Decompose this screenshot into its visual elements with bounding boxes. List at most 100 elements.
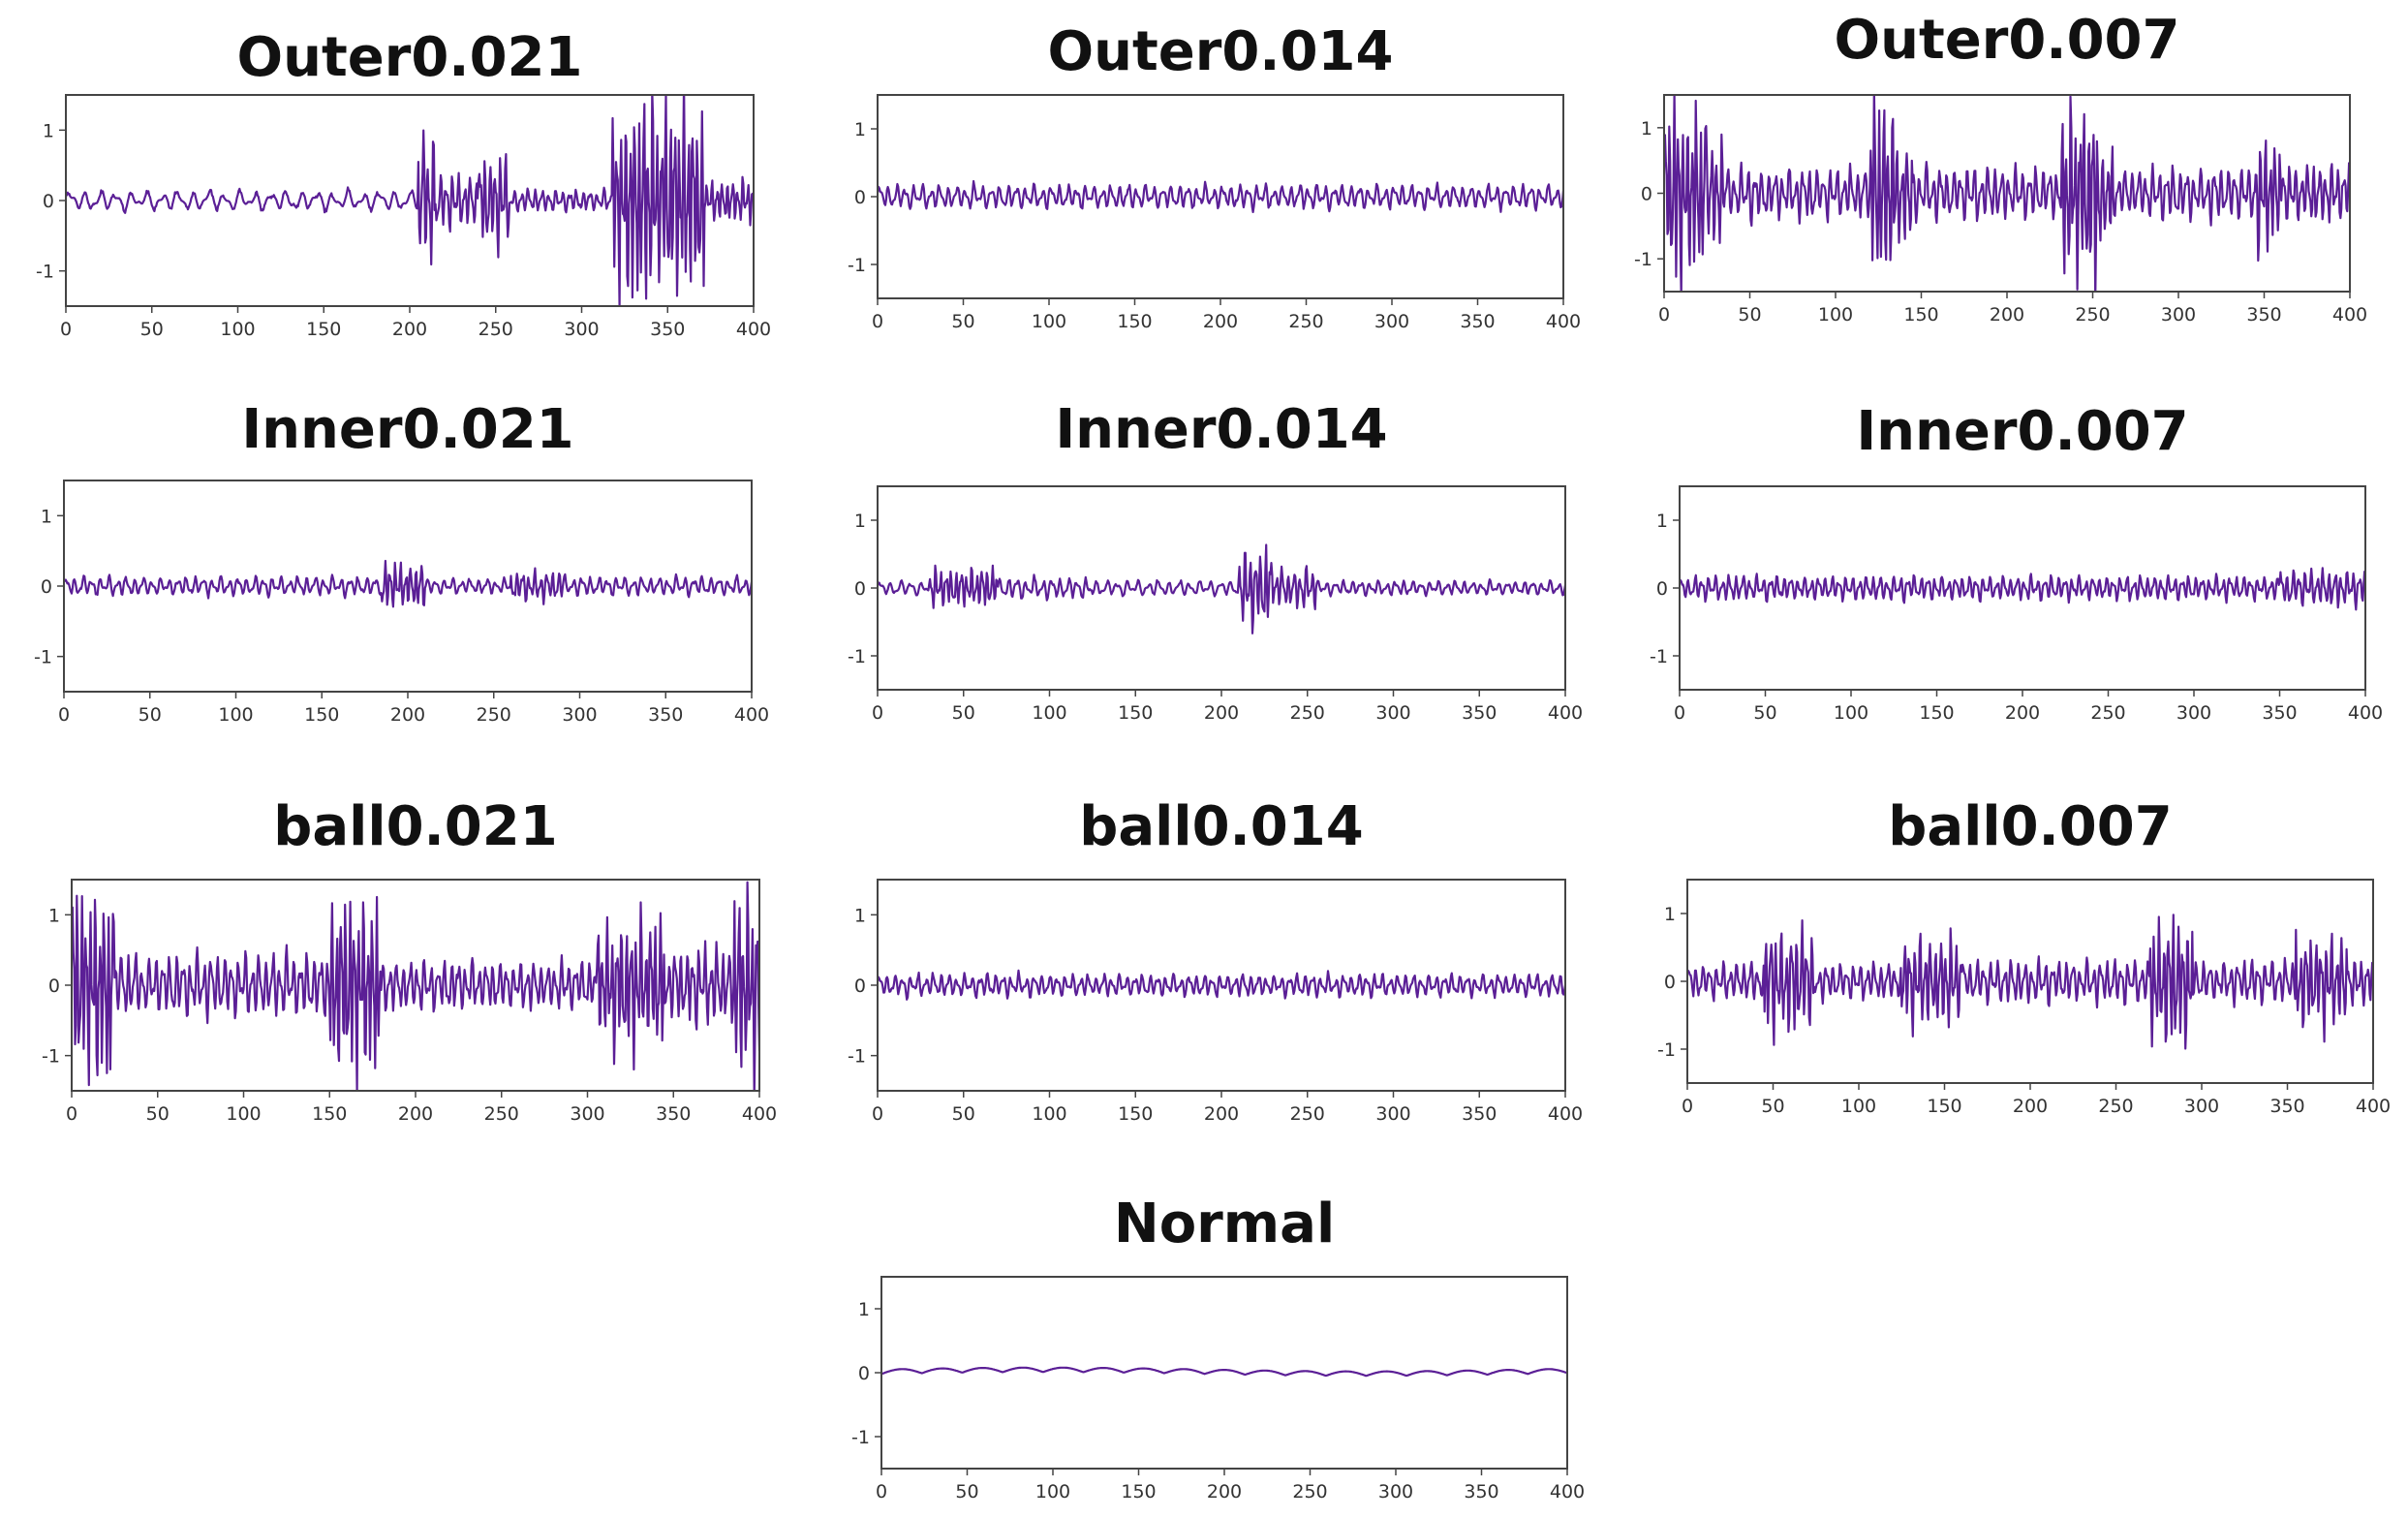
x-tick-label: 250 — [1292, 1481, 1327, 1503]
y-tick-label: -1 — [1650, 646, 1668, 667]
y-tick-label: 1 — [854, 905, 866, 926]
x-tick-label: 150 — [1919, 702, 1954, 724]
y-tick-label: -1 — [848, 255, 866, 276]
x-tick-label: 0 — [1682, 1096, 1693, 1117]
x-tick-label: 100 — [1032, 1103, 1066, 1125]
x-tick-label: 150 — [304, 704, 339, 726]
x-tick-label: 200 — [1204, 702, 1239, 724]
x-tick-label: 200 — [398, 1103, 433, 1125]
x-tick-label: 350 — [2246, 304, 2281, 325]
signal-line — [878, 179, 1563, 213]
x-tick-label: 200 — [392, 319, 427, 340]
y-tick-label: -1 — [1634, 249, 1652, 270]
chart-title: ball0.007 — [1888, 795, 2172, 858]
y-tick-label: -1 — [34, 647, 52, 668]
signal-line — [881, 1366, 1567, 1378]
x-tick-label: 200 — [1204, 1103, 1239, 1125]
x-tick-label: 250 — [1288, 311, 1323, 332]
x-tick-label: 0 — [876, 1481, 887, 1503]
x-tick-label: 50 — [140, 319, 164, 340]
y-tick-label: -1 — [1657, 1039, 1676, 1061]
chart-title: Inner0.021 — [241, 398, 573, 461]
x-tick-label: 100 — [1035, 1481, 1070, 1503]
y-tick-label: 1 — [854, 119, 866, 140]
subplot-inner0-014: Inner0.014 0 50 100 150 200 250 300 350 400 1 0 -1 — [848, 398, 1583, 724]
x-tick-label: 250 — [2075, 304, 2110, 325]
x-tick-label: 0 — [872, 311, 883, 332]
x-tick-label: 50 — [1738, 304, 1761, 325]
x-tick-label: 200 — [1207, 1481, 1242, 1503]
x-tick-label: 150 — [1903, 304, 1938, 325]
x-tick-label: 300 — [1378, 1481, 1413, 1503]
x-tick-label: 0 — [872, 702, 883, 724]
chart-title: ball0.021 — [273, 795, 557, 858]
x-tick-label: 250 — [484, 1103, 519, 1125]
y-tick-label: 0 — [48, 976, 60, 997]
x-tick-label: 400 — [1548, 1103, 1583, 1125]
chart-title: Inner0.007 — [1856, 400, 2188, 463]
x-tick-label: 150 — [1927, 1096, 1961, 1117]
x-tick-label: 100 — [218, 704, 253, 726]
x-tick-label: 100 — [1818, 304, 1853, 325]
x-tick-label: 200 — [1203, 311, 1238, 332]
subplot-ball0-014: ball0.014 0 50 100 150 200 250 300 350 400 1 0 -1 — [848, 795, 1583, 1125]
x-tick-label: 150 — [1118, 702, 1153, 724]
x-tick-label: 350 — [650, 319, 685, 340]
x-tick-label: 200 — [390, 704, 425, 726]
subplot-outer0-007: Outer0.007 0 50 100 150 200 250 300 350 400 1 0 -1 — [1634, 9, 2367, 325]
x-tick-label: 0 — [60, 319, 72, 340]
chart-title: Normal — [1114, 1193, 1335, 1255]
y-tick-label: -1 — [848, 1046, 866, 1068]
x-tick-label: 100 — [1032, 311, 1066, 332]
x-tick-label: 300 — [1375, 1103, 1410, 1125]
y-tick-label: 1 — [854, 511, 866, 532]
x-tick-label: 0 — [66, 1103, 77, 1125]
subplot-normal: Normal 0 50 100 150 200 250 300 350 400 1 0 -1 — [851, 1193, 1585, 1503]
x-tick-label: 100 — [1834, 702, 1868, 724]
x-tick-label: 250 — [2098, 1096, 2133, 1117]
signal-line — [1680, 567, 2365, 611]
x-tick-label: 400 — [1548, 702, 1583, 724]
x-tick-label: 300 — [1375, 702, 1410, 724]
y-tick-label: 1 — [858, 1299, 870, 1320]
y-tick-label: 1 — [43, 120, 54, 141]
x-tick-label: 350 — [2269, 1096, 2304, 1117]
y-tick-label: -1 — [851, 1427, 870, 1448]
x-tick-label: 250 — [477, 704, 511, 726]
y-tick-label: 0 — [854, 187, 866, 208]
x-tick-label: 50 — [955, 1481, 978, 1503]
y-tick-label: 0 — [1664, 972, 1676, 993]
x-tick-label: 100 — [226, 1103, 261, 1125]
y-tick-label: 0 — [43, 191, 54, 212]
y-tick-label: 0 — [1656, 578, 1668, 600]
x-tick-label: 100 — [220, 319, 255, 340]
x-tick-label: 400 — [736, 319, 771, 340]
x-tick-label: 350 — [2262, 702, 2297, 724]
y-tick-label: -1 — [36, 262, 54, 283]
x-tick-label: 400 — [1546, 311, 1581, 332]
x-tick-label: 250 — [1290, 1103, 1325, 1125]
x-tick-label: 400 — [2332, 304, 2367, 325]
x-tick-label: 200 — [2005, 702, 2040, 724]
x-tick-label: 150 — [1121, 1481, 1156, 1503]
x-tick-label: 250 — [1290, 702, 1325, 724]
x-tick-label: 400 — [1550, 1481, 1585, 1503]
y-tick-label: 1 — [41, 506, 52, 527]
x-tick-label: 50 — [139, 704, 162, 726]
subplot-ball0-007: ball0.007 0 50 100 150 200 250 300 350 400 1 0 -1 — [1657, 795, 2391, 1117]
x-tick-label: 400 — [734, 704, 769, 726]
x-tick-label: 300 — [1374, 311, 1409, 332]
subplot-outer0-014: Outer0.014 0 50 100 150 200 250 300 350 400 1 0 -1 — [848, 20, 1581, 332]
x-tick-label: 0 — [872, 1103, 883, 1125]
x-tick-label: 150 — [312, 1103, 347, 1125]
x-tick-label: 250 — [479, 319, 513, 340]
signal-line — [1664, 95, 2350, 292]
x-tick-label: 350 — [656, 1103, 691, 1125]
y-tick-label: 1 — [1641, 118, 1652, 139]
signal-line — [64, 559, 752, 608]
x-tick-label: 100 — [1841, 1096, 1876, 1117]
y-tick-label: 0 — [1641, 184, 1652, 205]
chart-title: Outer0.021 — [237, 26, 583, 89]
